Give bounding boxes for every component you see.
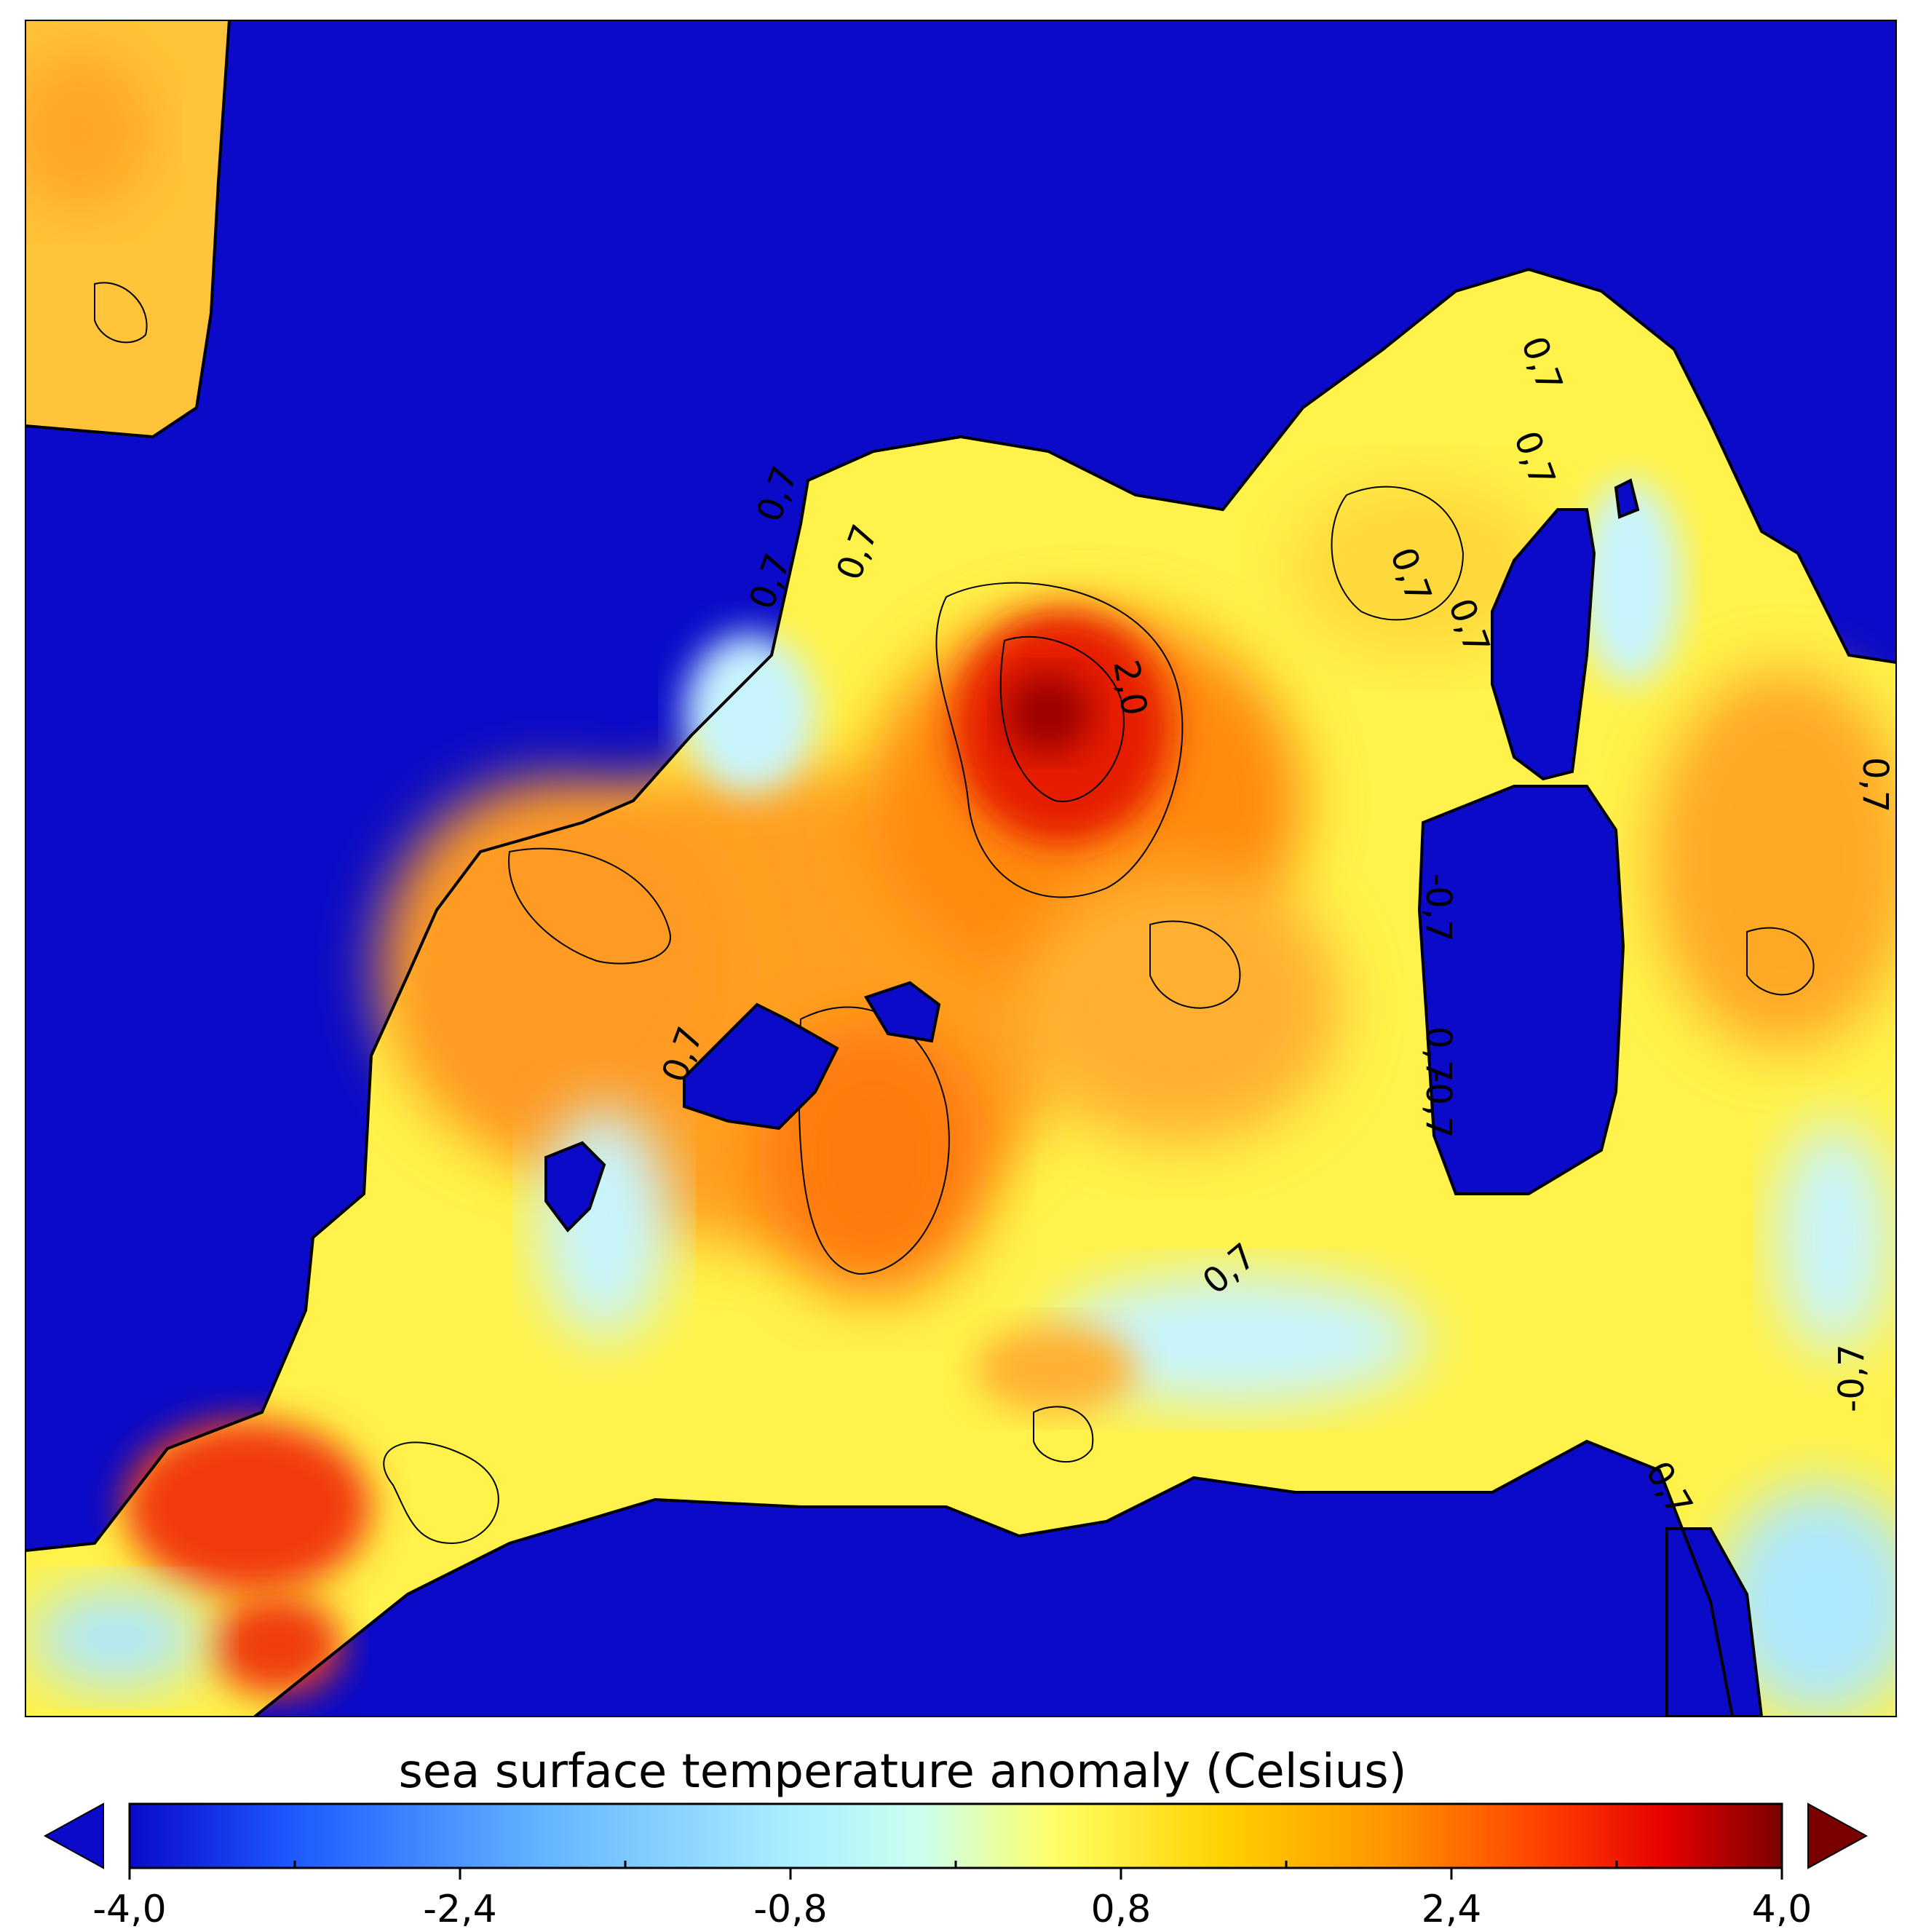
contour-label: 0,7	[1418, 1026, 1459, 1082]
contour-label: 2,0	[1105, 657, 1154, 718]
anomaly-field	[25, 51, 1896, 1717]
contour-label: -0,7	[1418, 1070, 1459, 1139]
colorbar-under-arrow	[43, 1802, 104, 1869]
contour-label: -0,7	[1831, 1344, 1872, 1412]
islet-east	[1614, 478, 1640, 519]
colorbar-tick-label: 2,4	[1422, 1888, 1482, 1931]
island-mallorca	[683, 1002, 839, 1131]
colorbar-title: sea surface temperature anomaly (Celsius…	[398, 1745, 1406, 1799]
colorbar: sea surface temperature anomaly (Celsius…	[43, 1745, 1869, 1931]
colorbar-tick-label: 4,0	[1752, 1888, 1812, 1931]
contour-label: -0,7	[1418, 874, 1459, 942]
colorbar-over-arrow	[1807, 1802, 1869, 1869]
colorbar-tick-label: -2,4	[423, 1888, 496, 1931]
colorbar-tick-label: -0,8	[753, 1888, 827, 1931]
colorbar-tick-label: -4,0	[92, 1888, 166, 1931]
island-ibiza	[544, 1141, 606, 1233]
colorbar-gradient	[128, 1802, 1783, 1869]
colorbar-tick-label: 0,8	[1091, 1888, 1152, 1931]
land-masses	[544, 478, 1764, 1717]
colorbar-ticks	[128, 1861, 1783, 1880]
map-border	[25, 20, 1897, 1717]
island-corsica	[1491, 508, 1596, 781]
contour-lines	[94, 282, 1815, 1545]
island-menorca	[864, 981, 941, 1043]
coastline-northwest	[25, 20, 231, 439]
coastline	[25, 267, 1896, 1552]
island-sardinia	[1417, 785, 1625, 1195]
coastline-south	[253, 1439, 1734, 1717]
contour-label: 0,7	[1855, 757, 1895, 812]
